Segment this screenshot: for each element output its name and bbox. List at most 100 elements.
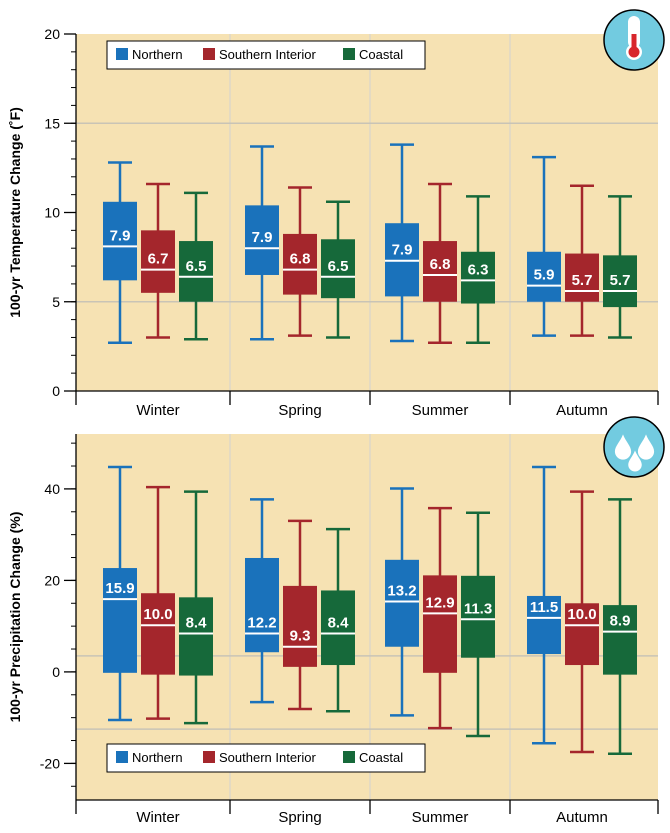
box-coastal: 6.3	[461, 195, 495, 345]
box-northern: 11.5	[527, 465, 561, 745]
x-tick-label: Summer	[412, 402, 469, 419]
thermometer-tube	[628, 16, 640, 48]
legend-swatch	[343, 751, 355, 763]
legend-entry: Southern Interior	[219, 750, 317, 765]
box-northern: 7.9	[385, 143, 419, 343]
legend-swatch	[343, 48, 355, 60]
data-label: 13.2	[387, 582, 416, 599]
box-body	[103, 201, 137, 281]
x-tick-label: Spring	[278, 809, 321, 826]
x-tick-label: Winter	[136, 809, 179, 826]
box-body	[603, 255, 637, 308]
box-coastal: 11.3	[461, 511, 495, 738]
box-body	[179, 241, 213, 302]
box-coastal: 8.4	[321, 527, 355, 713]
data-label: 6.3	[468, 261, 489, 278]
data-label: 6.5	[186, 258, 207, 275]
thermometer-mercury	[631, 34, 637, 50]
box-northern: 7.9	[103, 161, 137, 345]
box-coastal: 8.9	[603, 498, 637, 756]
data-label: 7.9	[392, 242, 413, 259]
box-body	[565, 603, 599, 666]
data-label: 12.9	[425, 594, 454, 611]
data-label: 5.7	[610, 272, 631, 289]
legend-box	[106, 40, 426, 70]
legend-entry: Coastal	[359, 47, 403, 62]
legend-swatch	[203, 48, 215, 60]
legend-entry: Northern	[132, 47, 183, 62]
box-northern: 12.2	[245, 498, 279, 704]
legend-entry: Northern	[132, 750, 183, 765]
box-body	[385, 559, 419, 647]
data-label: 6.8	[430, 256, 451, 273]
box-body	[321, 239, 355, 299]
raindrop	[614, 434, 632, 460]
icon-badge	[603, 416, 665, 478]
box-southern-interior: 10.0	[141, 485, 175, 720]
chart-panel-1: 0 5 10 15 20 100-yr Temperature Change (˚F) Wi…	[7, 9, 665, 419]
y-tick-label: 5	[52, 294, 60, 310]
box-northern: 5.9	[527, 155, 561, 337]
box-body	[245, 205, 279, 275]
data-label: 12.2	[247, 614, 276, 631]
x-tick-label: Spring	[278, 402, 321, 419]
data-label: 8.4	[186, 614, 208, 631]
box-body	[103, 568, 137, 673]
box-body	[141, 230, 175, 293]
box-southern-interior: 10.0	[565, 490, 599, 754]
data-label: 5.7	[572, 272, 593, 289]
raindrop	[637, 434, 655, 460]
box-southern-interior: 6.7	[141, 182, 175, 339]
box-body	[283, 585, 317, 667]
box-body	[527, 251, 561, 302]
x-tick-label: Winter	[136, 402, 179, 419]
data-label: 15.9	[105, 580, 134, 597]
legend-box	[106, 743, 426, 773]
data-label: 6.5	[328, 258, 349, 275]
box-body	[245, 557, 279, 653]
data-label: 11.3	[464, 600, 492, 617]
data-label: 8.9	[610, 613, 631, 630]
box-southern-interior: 6.8	[423, 182, 457, 345]
raindrop	[628, 450, 642, 472]
data-label: 5.9	[534, 267, 555, 284]
y-tick-label: 0	[52, 664, 60, 680]
thermometer-icon	[603, 9, 665, 71]
box-body	[461, 251, 495, 304]
y-tick-label: 20	[44, 572, 60, 588]
chart-panel-2: -20 0 20 40 100-yr Precipitation Change (%) W…	[7, 416, 665, 826]
box-coastal: 6.5	[321, 200, 355, 339]
data-label: 8.4	[328, 614, 350, 631]
data-label: 9.3	[290, 628, 311, 645]
legend: Northern Southern Interior Coastal	[106, 743, 426, 773]
box-southern-interior: 5.7	[565, 184, 599, 337]
legend-entry: Coastal	[359, 750, 403, 765]
data-label: 6.8	[290, 251, 311, 268]
box-northern: 15.9	[103, 465, 137, 722]
box-body	[283, 233, 317, 295]
box-body	[565, 253, 599, 302]
box-northern: 7.9	[245, 145, 279, 341]
y-tick-label: 20	[44, 26, 60, 42]
y-tick-label: 40	[44, 481, 60, 497]
box-coastal: 5.7	[603, 195, 637, 339]
plot-area	[76, 34, 658, 391]
box-southern-interior: 12.9	[423, 506, 457, 730]
data-label: 7.9	[110, 227, 131, 244]
box-southern-interior: 6.8	[283, 186, 317, 337]
data-label: 10.0	[567, 606, 596, 623]
y-tick-label: 0	[52, 383, 60, 399]
box-coastal: 6.5	[179, 191, 213, 341]
legend: Northern Southern Interior Coastal	[106, 40, 426, 70]
y-tick-label: -20	[40, 755, 60, 771]
box-body	[179, 597, 213, 676]
box-body	[603, 605, 637, 675]
y-axis-label: 100-yr Temperature Change (˚F)	[7, 107, 23, 318]
data-label: 6.7	[148, 251, 169, 268]
y-axis-label: 100-yr Precipitation Change (%)	[7, 512, 23, 723]
box-body	[321, 590, 355, 666]
box-southern-interior: 9.3	[283, 519, 317, 711]
data-label: 10.0	[143, 606, 172, 623]
